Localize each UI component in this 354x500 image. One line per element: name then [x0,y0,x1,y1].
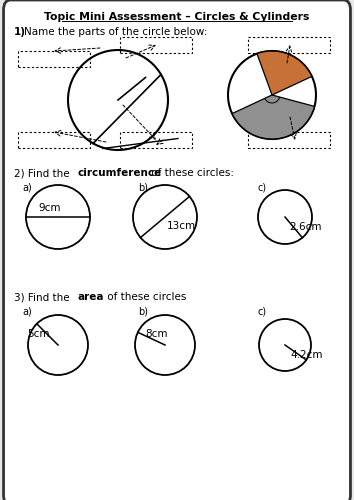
Text: 3) Find the: 3) Find the [14,292,73,302]
Bar [18,132,90,148]
Text: of these circles: of these circles [104,292,186,302]
Bar [248,132,330,148]
Bar [18,51,90,67]
Text: Topic Mini Assessment – Circles & Cylinders: Topic Mini Assessment – Circles & Cylind… [44,12,310,22]
Text: Name the parts of the circle below:: Name the parts of the circle below: [24,27,207,37]
Text: 2) Find the: 2) Find the [14,168,73,178]
Text: b): b) [138,306,148,316]
Text: 13cm: 13cm [167,221,196,231]
Wedge shape [257,51,312,95]
Text: 2.6cm: 2.6cm [289,222,321,232]
Text: 5cm: 5cm [27,329,49,339]
Text: b): b) [138,182,148,192]
Circle shape [228,51,316,139]
Text: 9cm: 9cm [39,203,61,213]
Text: c): c) [258,306,267,316]
Text: a): a) [22,182,32,192]
Wedge shape [232,95,314,139]
Bar [248,37,330,53]
Text: 4.2cm: 4.2cm [290,350,322,360]
Text: area: area [78,292,104,302]
Text: circumference: circumference [78,168,162,178]
Text: c): c) [258,182,267,192]
Bar [120,132,192,148]
Text: a): a) [22,306,32,316]
Text: 1): 1) [14,27,26,37]
Text: of these circles:: of these circles: [148,168,234,178]
Text: 8cm: 8cm [146,329,168,339]
Bar [120,37,192,53]
